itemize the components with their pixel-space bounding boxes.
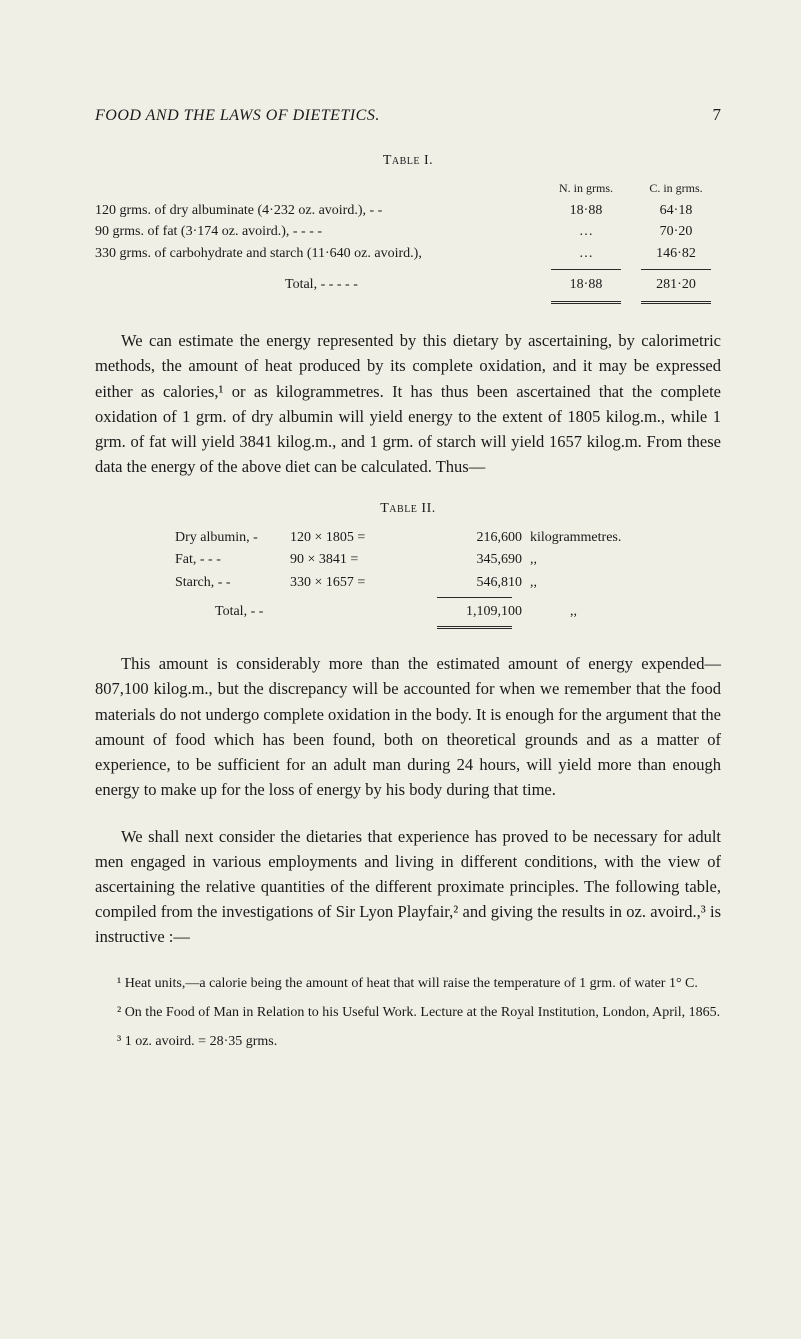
paragraph-3: We shall next consider the dietaries tha… (95, 824, 721, 949)
table2-unit: kilogrammetres. (530, 527, 721, 549)
table2-total-row: Total, - - 1,109,100 ,, (175, 601, 721, 623)
para2-text: This amount is considerably more than th… (95, 654, 721, 798)
table2-expr: 330 × 1657 = (290, 572, 440, 594)
paragraph-2: This amount is considerably more than th… (95, 651, 721, 801)
table1-row-label: 120 grms. of dry albuminate (4·232 oz. a… (95, 200, 541, 222)
table2-total-val: 1,109,100 (440, 601, 530, 623)
table1-total-label: Total, - - - - - (95, 274, 541, 296)
table1-total-c: 281·20 (631, 274, 721, 296)
table1-row: 90 grms. of fat (3·174 oz. avoird.), - -… (95, 221, 721, 243)
page-number: 7 (713, 105, 722, 125)
footnote-3: ³ 1 oz. avoird. = 28·35 grms. (95, 1031, 721, 1052)
table2-unit: ,, (530, 572, 721, 594)
table2: Dry albumin, - 120 × 1805 = 216,600 kilo… (95, 527, 721, 630)
running-title: FOOD AND THE LAWS OF DIETETICS. (95, 107, 380, 125)
table1-double-rule (95, 299, 721, 306)
table1-row-n: … (541, 221, 631, 243)
table1-col-n: N. in grms. (541, 179, 631, 198)
table2-val: 216,600 (440, 527, 530, 549)
table2-name: Fat, - - - (175, 549, 290, 571)
table1-row-c: 70·20 (631, 221, 721, 243)
table1-total-n: 18·88 (541, 274, 631, 296)
table1-row-c: 64·18 (631, 200, 721, 222)
para1-text: We can estimate the energy represented b… (95, 331, 721, 475)
table2-heading: Table II. (95, 501, 721, 517)
table1-row-n: 18·88 (541, 200, 631, 222)
table2-val: 345,690 (440, 549, 530, 571)
paragraph-1: We can estimate the energy represented b… (95, 328, 721, 478)
para3-text: We shall next consider the dietaries tha… (95, 827, 721, 946)
table2-expr: 120 × 1805 = (290, 527, 440, 549)
table2-unit: ,, (530, 549, 721, 571)
page-header: FOOD AND THE LAWS OF DIETETICS. 7 (95, 105, 721, 125)
table1-rule (95, 265, 721, 274)
footnote-2: ² On the Food of Man in Relation to his … (95, 1002, 721, 1023)
table1-row-n: … (541, 243, 631, 265)
table2-rule (437, 597, 512, 598)
table2-total-unit: ,, (530, 601, 721, 623)
table2-expr: 90 × 3841 = (290, 549, 440, 571)
table2-row: Dry albumin, - 120 × 1805 = 216,600 kilo… (175, 527, 721, 549)
table1-col-headers: N. in grms. C. in grms. (95, 179, 721, 198)
table1-row-label: 90 grms. of fat (3·174 oz. avoird.), - -… (95, 221, 541, 243)
table2-total-label: Total, - - (175, 601, 290, 623)
table2-name: Starch, - - (175, 572, 290, 594)
footnote-1: ¹ Heat units,—a calorie being the amount… (95, 973, 721, 994)
table1-row: 120 grms. of dry albuminate (4·232 oz. a… (95, 200, 721, 222)
table1-row-label: 330 grms. of carbohydrate and starch (11… (95, 243, 541, 265)
table1-row-c: 146·82 (631, 243, 721, 265)
table1-col-c: C. in grms. (631, 179, 721, 198)
table1-total-row: Total, - - - - - 18·88 281·20 (95, 274, 721, 296)
footnotes: ¹ Heat units,—a calorie being the amount… (95, 973, 721, 1052)
table1-heading: Table I. (95, 153, 721, 169)
table1-row: 330 grms. of carbohydrate and starch (11… (95, 243, 721, 265)
table2-val: 546,810 (440, 572, 530, 594)
table2-name: Dry albumin, - (175, 527, 290, 549)
table2-row: Fat, - - - 90 × 3841 = 345,690 ,, (175, 549, 721, 571)
table2-row: Starch, - - 330 × 1657 = 546,810 ,, (175, 572, 721, 594)
table2-double-rule (437, 626, 512, 629)
table1: N. in grms. C. in grms. 120 grms. of dry… (95, 179, 721, 306)
